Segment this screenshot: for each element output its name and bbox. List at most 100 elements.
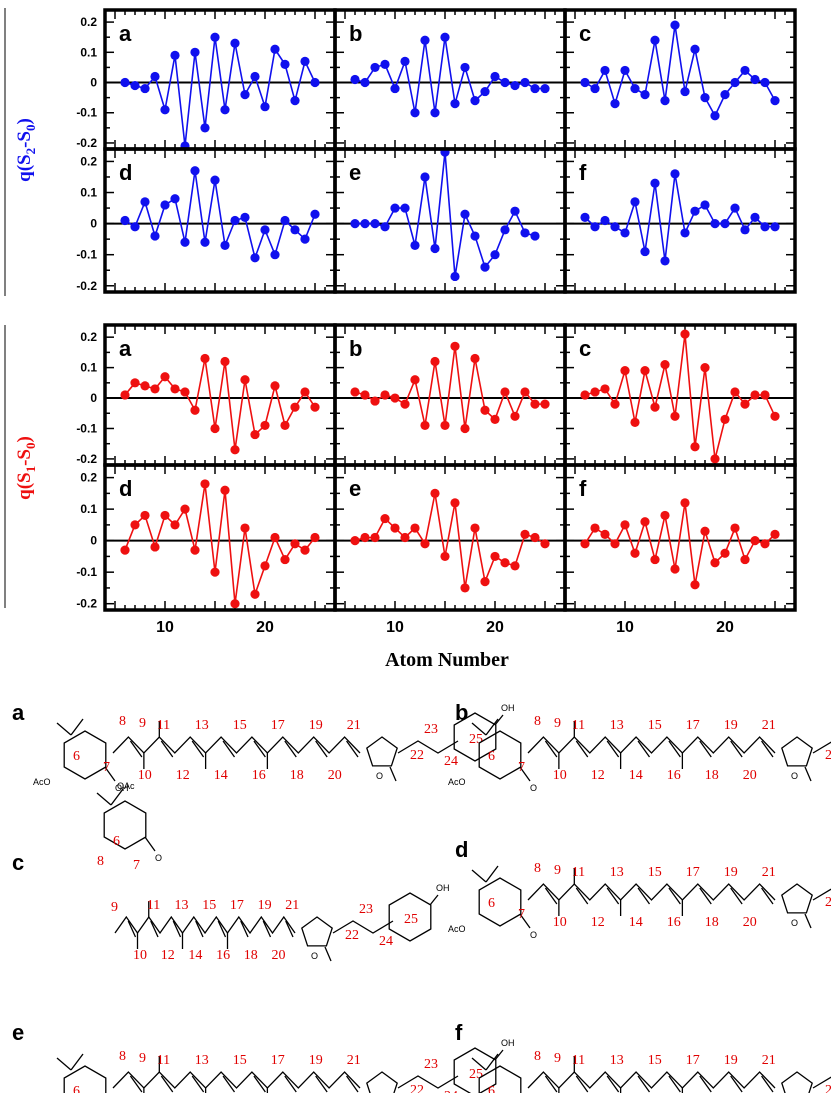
- atom-number: 17: [230, 898, 244, 913]
- x-tick-label: 10: [616, 619, 634, 636]
- data-point: [750, 74, 760, 85]
- data-point: [740, 399, 750, 409]
- data-point: [690, 442, 700, 452]
- double-bond: [606, 887, 620, 905]
- data-point: [770, 222, 780, 232]
- panel-letter: d: [119, 476, 132, 501]
- atom-number: 23: [424, 1057, 438, 1072]
- data-point: [770, 411, 780, 421]
- double-bond: [346, 1075, 359, 1093]
- data-point: [210, 175, 220, 185]
- panel-letter: d: [119, 160, 132, 185]
- data-point: [760, 390, 770, 400]
- structure-letter: b: [455, 700, 468, 725]
- data-point: [380, 513, 390, 524]
- panel-s1-d: d 0.2 0.1 0 -0.1 -0.2: [76, 463, 337, 612]
- data-point: [120, 390, 130, 400]
- data-point: [360, 532, 370, 543]
- double-bond: [191, 740, 205, 758]
- data-point: [420, 172, 430, 182]
- x-tick-label: 20: [716, 619, 734, 636]
- panel-s2-a: a 0.2 0.1 0 -0.1 -0.2: [76, 8, 337, 151]
- data-point: [540, 399, 550, 409]
- data-point: [430, 243, 440, 254]
- atom-number: 14: [188, 948, 202, 963]
- data-point: [270, 381, 280, 391]
- carbonyl: [324, 946, 332, 962]
- data-point: [680, 86, 690, 97]
- data-point: [490, 551, 500, 562]
- panel-s1-b: b: [333, 323, 567, 467]
- atom-number: 22: [410, 1083, 424, 1093]
- data-point: [300, 545, 310, 555]
- data-point: [380, 222, 390, 232]
- data-point: [630, 417, 640, 427]
- double-bond: [699, 1075, 712, 1093]
- atom-number: 18: [705, 768, 719, 783]
- data-point: [350, 219, 360, 229]
- tail-chain: [812, 1076, 831, 1089]
- polyene-chain: [527, 883, 776, 901]
- double-bond: [191, 1075, 205, 1093]
- panel-frame: [563, 147, 797, 294]
- data-point: [120, 215, 130, 226]
- carbonyl: [389, 766, 397, 782]
- data-point: [530, 231, 540, 241]
- ring-left: [478, 877, 522, 927]
- atom-number: 6: [488, 896, 495, 911]
- data-point: [650, 35, 660, 45]
- double-bond: [284, 1075, 297, 1093]
- data-point: [700, 93, 710, 103]
- lactone-ring: [366, 736, 398, 767]
- data-point: [420, 35, 430, 45]
- atom-number: 8: [534, 861, 541, 876]
- atom-number: 23: [359, 902, 373, 917]
- data-point: [710, 219, 720, 229]
- data-point: [300, 387, 310, 397]
- atom-number: 10: [553, 915, 567, 930]
- atom-number: 24: [444, 754, 458, 769]
- panel-letter: a: [119, 21, 132, 46]
- data-point: [660, 256, 670, 266]
- atom-number: 15: [233, 718, 247, 733]
- atom-number: 22: [825, 748, 831, 763]
- data-point: [760, 77, 770, 88]
- data-point: [460, 423, 470, 434]
- data-point: [510, 411, 520, 421]
- methyl: [56, 722, 72, 736]
- y-tick-label: 0.1: [80, 361, 97, 375]
- double-bond: [544, 887, 558, 905]
- data-point: [420, 420, 430, 431]
- data-point: [300, 234, 310, 244]
- atom-number: 19: [724, 865, 738, 880]
- data-point: [580, 390, 590, 400]
- ylabel-s2-end: ): [14, 118, 35, 124]
- atom-number: 22: [410, 748, 424, 763]
- data-point: [590, 83, 600, 94]
- ring-left: [478, 1065, 522, 1093]
- data-point: [300, 56, 310, 66]
- data-point: [620, 228, 630, 238]
- data-point: [380, 390, 390, 400]
- double-bond: [699, 887, 712, 905]
- data-point: [470, 353, 480, 364]
- lactone-ring: [781, 1071, 813, 1093]
- atom-number: 7: [133, 858, 140, 873]
- double-bond: [262, 920, 272, 938]
- atom-number: 17: [686, 718, 700, 733]
- data-point: [370, 396, 380, 406]
- data-point: [210, 567, 220, 577]
- data-point: [180, 504, 190, 514]
- data-point: [630, 197, 640, 207]
- methyl: [471, 722, 487, 736]
- data-point: [470, 231, 480, 241]
- data-point: [360, 390, 370, 400]
- data-point: [740, 225, 750, 235]
- y-tick-label: -0.1: [76, 565, 97, 579]
- data-point: [510, 561, 520, 571]
- data-point: [620, 366, 630, 376]
- double-bond: [761, 887, 774, 905]
- atom-number: 16: [216, 948, 230, 963]
- data-point: [730, 387, 740, 397]
- hydroxyl-bond: [494, 714, 504, 726]
